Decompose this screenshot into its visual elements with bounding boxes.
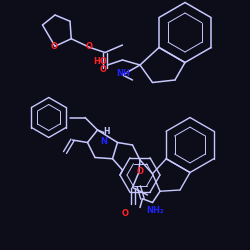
Text: HO: HO (93, 57, 107, 66)
Text: N: N (100, 137, 107, 146)
Text: NH: NH (116, 69, 130, 78)
Text: NH₂: NH₂ (147, 206, 164, 215)
Text: O: O (136, 168, 143, 176)
Text: O: O (86, 42, 93, 51)
Text: O: O (122, 208, 128, 218)
Text: O: O (51, 42, 58, 51)
Text: H: H (104, 128, 110, 136)
Text: O: O (100, 66, 107, 74)
